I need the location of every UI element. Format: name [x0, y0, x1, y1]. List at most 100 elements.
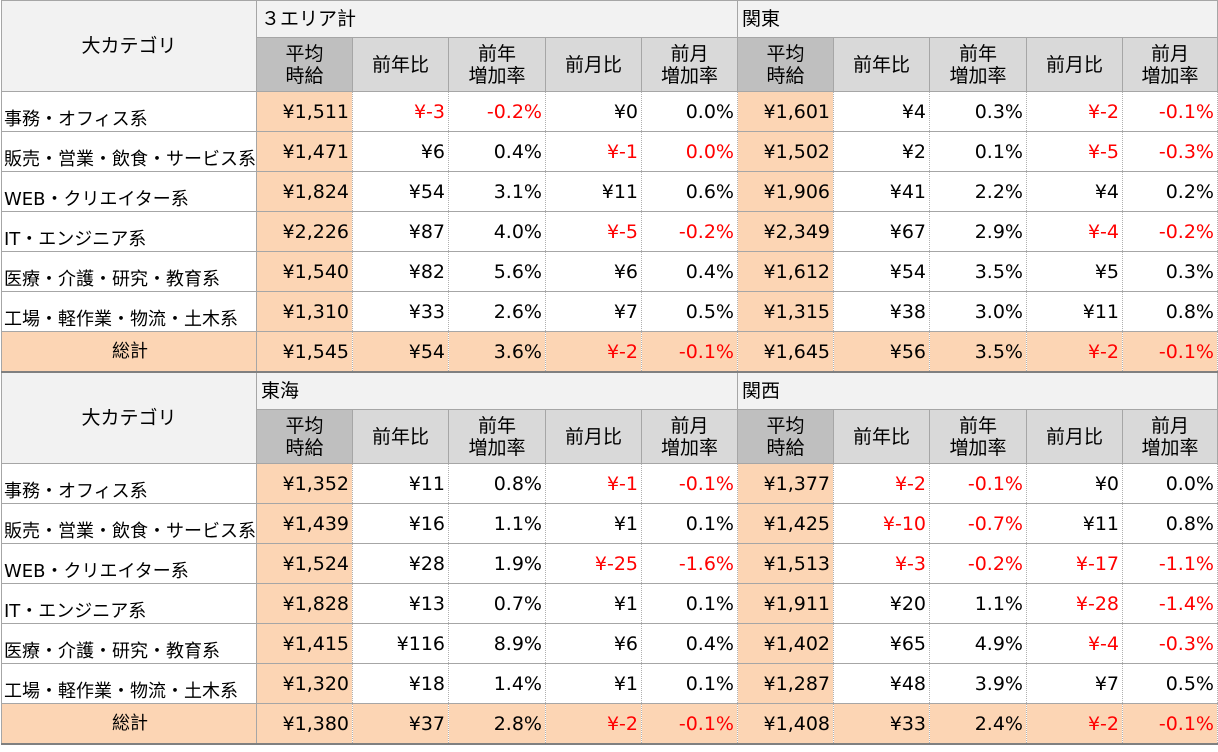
value-cell[interactable]: ¥-1	[545, 131, 642, 172]
total-value-cell[interactable]: 3.5%	[929, 331, 1027, 373]
category-label[interactable]: IT・エンジニア系	[1, 583, 257, 624]
column-header-mom-rate[interactable]: 前月 増加率	[641, 409, 738, 464]
value-cell[interactable]: 1.4%	[448, 663, 546, 704]
value-cell[interactable]: ¥-3	[352, 91, 449, 132]
value-cell[interactable]: 3.0%	[929, 291, 1027, 332]
column-header-mom-rate[interactable]: 前月 増加率	[1122, 37, 1218, 92]
value-cell[interactable]: ¥-10	[833, 503, 930, 544]
value-cell[interactable]: 0.0%	[1122, 463, 1218, 504]
value-cell[interactable]: 0.2%	[1122, 171, 1218, 212]
value-cell[interactable]: 0.1%	[929, 131, 1027, 172]
value-cell[interactable]: ¥2,349	[737, 211, 834, 252]
value-cell[interactable]: 0.5%	[641, 291, 738, 332]
value-cell[interactable]: ¥11	[1026, 503, 1123, 544]
value-cell[interactable]: 0.8%	[1122, 291, 1218, 332]
column-header-yoy-rate[interactable]: 前年 増加率	[929, 409, 1027, 464]
column-header-avg-wage[interactable]: 平均 時給	[737, 409, 834, 464]
value-cell[interactable]: -1.6%	[641, 543, 738, 584]
category-label[interactable]: 工場・軽作業・物流・土木系	[1, 291, 257, 332]
value-cell[interactable]: 8.9%	[448, 623, 546, 664]
value-cell[interactable]: 2.6%	[448, 291, 546, 332]
total-value-cell[interactable]: 2.8%	[448, 703, 546, 745]
value-cell[interactable]: ¥1,824	[256, 171, 353, 212]
value-cell[interactable]: ¥6	[352, 131, 449, 172]
region-name[interactable]: 関東	[737, 0, 1218, 38]
category-label[interactable]: 販売・営業・飲食・サービス系	[1, 131, 257, 172]
value-cell[interactable]: 0.1%	[641, 583, 738, 624]
value-cell[interactable]: ¥1	[545, 663, 642, 704]
total-value-cell[interactable]: ¥1,408	[737, 703, 834, 745]
value-cell[interactable]: ¥1,377	[737, 463, 834, 504]
value-cell[interactable]: 1.9%	[448, 543, 546, 584]
value-cell[interactable]: ¥4	[1026, 171, 1123, 212]
value-cell[interactable]: -0.2%	[448, 91, 546, 132]
value-cell[interactable]: ¥4	[833, 91, 930, 132]
value-cell[interactable]: ¥6	[545, 623, 642, 664]
value-cell[interactable]: 0.6%	[641, 171, 738, 212]
value-cell[interactable]: ¥0	[545, 91, 642, 132]
column-header-yoy-rate[interactable]: 前年 増加率	[448, 37, 546, 92]
category-header[interactable]: 大カテゴリ	[1, 0, 257, 92]
value-cell[interactable]: -0.2%	[1122, 211, 1218, 252]
value-cell[interactable]: 0.1%	[641, 503, 738, 544]
value-cell[interactable]: ¥-28	[1026, 583, 1123, 624]
value-cell[interactable]: 1.1%	[448, 503, 546, 544]
total-value-cell[interactable]: ¥-2	[545, 331, 642, 373]
value-cell[interactable]: 0.5%	[1122, 663, 1218, 704]
value-cell[interactable]: ¥28	[352, 543, 449, 584]
region-name[interactable]: 関西	[737, 371, 1218, 410]
column-header-avg-wage[interactable]: 平均 時給	[256, 37, 353, 92]
value-cell[interactable]: ¥1,911	[737, 583, 834, 624]
value-cell[interactable]: ¥48	[833, 663, 930, 704]
category-label[interactable]: 事務・オフィス系	[1, 91, 257, 132]
category-header[interactable]: 大カテゴリ	[1, 371, 257, 464]
value-cell[interactable]: ¥16	[352, 503, 449, 544]
total-value-cell[interactable]: 2.4%	[929, 703, 1027, 745]
value-cell[interactable]: -0.1%	[641, 463, 738, 504]
category-label[interactable]: WEB・クリエイター系	[1, 171, 257, 212]
value-cell[interactable]: ¥-2	[1026, 91, 1123, 132]
value-cell[interactable]: ¥1,828	[256, 583, 353, 624]
value-cell[interactable]: 0.0%	[641, 131, 738, 172]
category-label[interactable]: 医療・介護・研究・教育系	[1, 251, 257, 292]
category-label[interactable]: IT・エンジニア系	[1, 211, 257, 252]
value-cell[interactable]: -0.7%	[929, 503, 1027, 544]
category-label[interactable]: 事務・オフィス系	[1, 463, 257, 504]
value-cell[interactable]: ¥1,352	[256, 463, 353, 504]
value-cell[interactable]: -1.1%	[1122, 543, 1218, 584]
value-cell[interactable]: ¥11	[545, 171, 642, 212]
value-cell[interactable]: 4.0%	[448, 211, 546, 252]
value-cell[interactable]: -0.3%	[1122, 131, 1218, 172]
value-cell[interactable]: ¥1	[545, 503, 642, 544]
value-cell[interactable]: 3.5%	[929, 251, 1027, 292]
value-cell[interactable]: 0.7%	[448, 583, 546, 624]
total-value-cell[interactable]: ¥54	[352, 331, 449, 373]
value-cell[interactable]: ¥11	[352, 463, 449, 504]
value-cell[interactable]: ¥18	[352, 663, 449, 704]
value-cell[interactable]: ¥54	[833, 251, 930, 292]
value-cell[interactable]: 1.1%	[929, 583, 1027, 624]
value-cell[interactable]: 0.4%	[448, 131, 546, 172]
column-header-yoy-rate[interactable]: 前年 増加率	[448, 409, 546, 464]
value-cell[interactable]: ¥-4	[1026, 623, 1123, 664]
column-header-mom-rate[interactable]: 前月 増加率	[641, 37, 738, 92]
value-cell[interactable]: ¥-25	[545, 543, 642, 584]
value-cell[interactable]: ¥-4	[1026, 211, 1123, 252]
value-cell[interactable]: ¥1,425	[737, 503, 834, 544]
value-cell[interactable]: ¥1,612	[737, 251, 834, 292]
value-cell[interactable]: ¥116	[352, 623, 449, 664]
value-cell[interactable]: ¥1,287	[737, 663, 834, 704]
total-value-cell[interactable]: 3.6%	[448, 331, 546, 373]
column-header-yoy[interactable]: 前年比	[833, 409, 930, 464]
value-cell[interactable]: ¥5	[1026, 251, 1123, 292]
value-cell[interactable]: -1.4%	[1122, 583, 1218, 624]
value-cell[interactable]: ¥0	[1026, 463, 1123, 504]
column-header-yoy-rate[interactable]: 前年 増加率	[929, 37, 1027, 92]
category-label[interactable]: 医療・介護・研究・教育系	[1, 623, 257, 664]
category-label[interactable]: 販売・営業・飲食・サービス系	[1, 503, 257, 544]
value-cell[interactable]: 3.1%	[448, 171, 546, 212]
value-cell[interactable]: ¥13	[352, 583, 449, 624]
total-label[interactable]: 総計	[1, 331, 257, 373]
value-cell[interactable]: ¥1	[545, 583, 642, 624]
value-cell[interactable]: ¥1,310	[256, 291, 353, 332]
